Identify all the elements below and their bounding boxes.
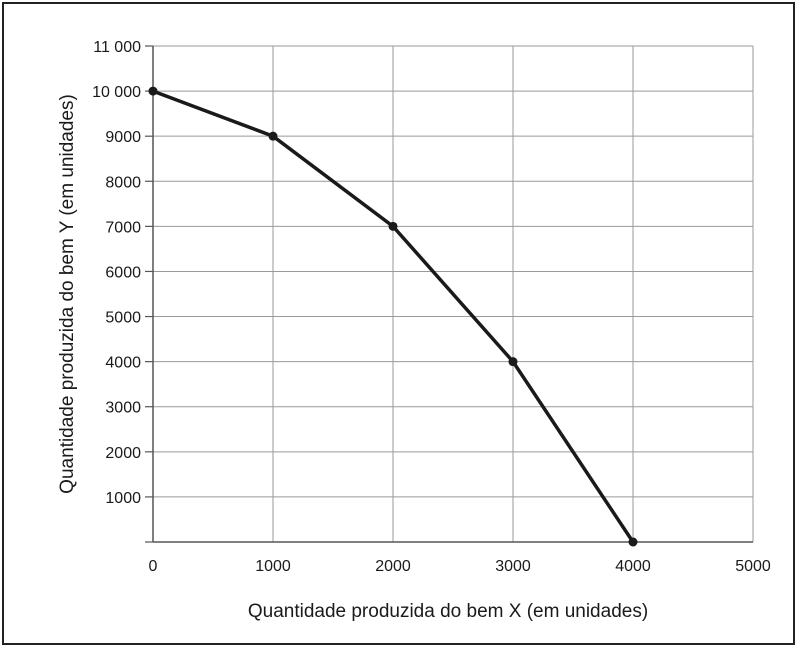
y-tick-label: 11 000: [93, 39, 141, 56]
y-axis-title: Quantidade produzida do bem Y (em unidad…: [57, 94, 78, 494]
y-tick-labels: 1000 2000 3000 4000 5000 6000 7000 8000 9000 10 0…: [92, 39, 153, 543]
y-tick-label: 3000: [105, 400, 141, 417]
data-point: [628, 537, 638, 547]
x-tick-label: 1000: [255, 558, 291, 575]
axes: [152, 46, 753, 543]
y-tick-label: 9000: [105, 129, 141, 146]
x-tick-label: 5000: [735, 558, 771, 575]
data-point: [148, 86, 158, 96]
y-tick-label: 7000: [105, 219, 141, 236]
x-tick-label: 2000: [375, 558, 411, 575]
data-point: [388, 221, 398, 231]
x-tick-label: 4000: [615, 558, 651, 575]
y-tick-label: 8000: [105, 174, 141, 191]
y-tick-label: 2000: [105, 445, 141, 462]
y-tick-label: 4000: [105, 355, 141, 372]
data-point: [268, 131, 278, 141]
y-tick-label: 1000: [105, 490, 141, 507]
data-point: [508, 357, 518, 367]
data-points: [148, 86, 638, 547]
y-tick-label: 5000: [105, 310, 141, 327]
grid: [153, 45, 754, 542]
x-tick-label: 3000: [495, 558, 531, 575]
y-tick-label: 10 000: [92, 84, 141, 101]
x-axis-title: Quantidade produzida do bem X (em unidad…: [248, 601, 648, 622]
x-tick-label: 0: [149, 558, 158, 575]
y-tick-label: 6000: [105, 264, 141, 281]
x-tick-labels: 0 1000 2000 3000 4000 5000: [149, 558, 771, 575]
